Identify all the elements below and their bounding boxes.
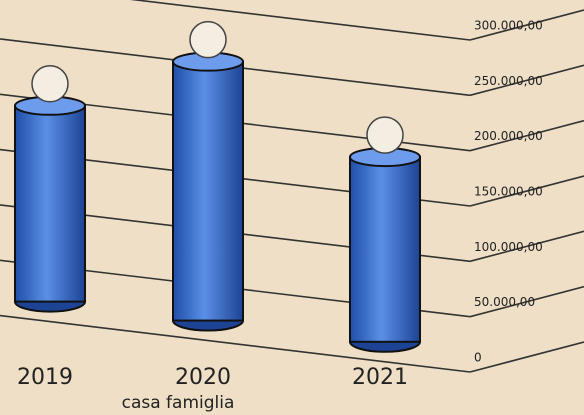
y-tick-label: 150.000,00 [474, 185, 543, 199]
axis-tick [469, 64, 584, 97]
axis-tick [469, 230, 584, 263]
mascot [31, 65, 69, 103]
x-tick-label: 2021 [352, 365, 408, 390]
y-tick-label: 300.000,00 [474, 19, 543, 33]
axis-tick [469, 9, 584, 41]
y-tick-label: 0 [474, 351, 482, 365]
y-tick-label: 100.000,00 [474, 240, 543, 254]
mascot [366, 116, 404, 154]
bar [349, 156, 421, 343]
x-tick-label: 2020 [175, 365, 231, 390]
grid-line [129, 0, 471, 41]
x-axis-label: casa famiglia [122, 393, 235, 413]
bar [14, 104, 86, 303]
axis-tick [469, 119, 584, 152]
grid-line [0, 314, 471, 373]
mascot [189, 20, 227, 59]
y-tick-label: 200.000,00 [474, 129, 543, 143]
y-tick-label: 50.000,00 [474, 295, 535, 309]
axis-tick [469, 175, 584, 207]
x-tick-label: 2019 [17, 365, 73, 390]
axis-tick [469, 341, 584, 373]
y-tick-label: 250.000,00 [474, 74, 543, 88]
axis-tick [469, 285, 584, 318]
bar [172, 60, 244, 322]
